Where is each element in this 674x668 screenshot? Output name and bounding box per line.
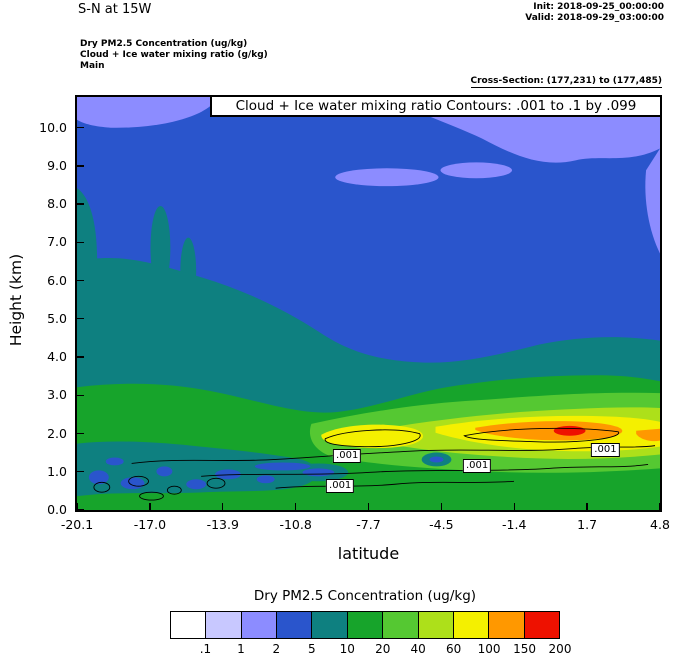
pm25-filled-contours — [77, 97, 660, 510]
colorbar-cell — [277, 612, 313, 638]
x-tick-label: 4.8 — [650, 517, 670, 532]
plot-area: Cloud + Ice water mixing ratio Contours:… — [75, 95, 662, 512]
x-tick-label: 1.7 — [577, 517, 598, 532]
init-valid-block: Init: 2018-09-25_00:00:00 Valid: 2018-09… — [525, 2, 664, 24]
x-tick-label: -7.7 — [356, 517, 381, 532]
cloud-ice-contour-lines — [93, 427, 656, 501]
y-tick-label: 7.0 — [47, 234, 67, 250]
colorbar-tick-label: 200 — [548, 642, 572, 656]
y-tick-label: 3.0 — [47, 387, 67, 403]
colorbar-cell — [489, 612, 525, 638]
valid-time-label: Valid: 2018-09-29_03:00:00 — [525, 13, 664, 23]
colorbar-tick-label: 20 — [375, 642, 391, 656]
y-tick-label: 8.0 — [47, 196, 67, 212]
colorbar-cell — [524, 612, 559, 638]
colorbar-tick-label: 1 — [237, 642, 245, 656]
x-tick-label: -1.4 — [502, 517, 527, 532]
colorbar-tick-label: 150 — [513, 642, 536, 656]
pm25-cross-section-field — [77, 97, 660, 510]
y-tick-label: 5.0 — [47, 310, 67, 326]
colorbar-cell — [453, 612, 490, 638]
contour-info-banner: Cloud + Ice water mixing ratio Contours:… — [210, 95, 662, 117]
field-domain-label: Main — [80, 61, 105, 71]
field-cloud-ice-label: Cloud + Ice water mixing ratio (g/kg) — [80, 50, 268, 60]
colorbar-cell — [347, 612, 384, 638]
y-axis-title: Height (km) — [7, 253, 25, 347]
colorbar-tick-label: 10 — [339, 642, 355, 656]
colorbar-cell — [383, 612, 419, 638]
colorbar-tick-label: 5 — [307, 642, 316, 656]
y-tick-label: 0.0 — [47, 502, 67, 517]
field-list: Dry PM2.5 Concentration (ug/kg) Cloud + … — [80, 39, 268, 72]
y-tick-label: 6.0 — [47, 272, 67, 288]
colorbar-tick-label: 2 — [272, 642, 281, 656]
colorbar-tick-label: 40 — [410, 642, 426, 656]
colorbar-cell — [206, 612, 242, 638]
x-tick-label: -17.0 — [133, 517, 167, 532]
x-tick-label: -20.1 — [60, 517, 94, 532]
x-tick-label: -10.8 — [279, 517, 312, 532]
colorbar-tick-label: .1 — [199, 642, 212, 656]
y-tick-label: 2.0 — [47, 425, 67, 441]
init-time-label: Init: 2018-09-25_00:00:00 — [533, 2, 664, 12]
colorbar — [170, 611, 560, 639]
colorbar-cell — [312, 612, 348, 638]
colorbar-tick-label: 100 — [477, 642, 501, 656]
colorbar-tick-label: 60 — [445, 642, 462, 656]
x-tick-label: -4.5 — [429, 517, 454, 532]
y-tick-label: 1.0 — [47, 463, 67, 479]
colorbar-cell — [418, 612, 454, 638]
colorbar-cell — [171, 612, 207, 638]
cross-section-label: Cross-Section: (177,231) to (177,485) — [470, 76, 662, 88]
colorbar-title: Dry PM2.5 Concentration (ug/kg) — [253, 588, 477, 604]
y-tick-label: 9.0 — [47, 157, 67, 173]
y-tick-label: 4.0 — [47, 349, 67, 365]
x-axis-title: latitude — [337, 544, 400, 563]
field-pm25-label: Dry PM2.5 Concentration (ug/kg) — [80, 39, 248, 49]
colorbar-cell — [241, 612, 278, 638]
x-tick-label: -13.9 — [206, 517, 239, 532]
y-tick-label: 10.0 — [39, 119, 67, 135]
page-title: S-N at 15W — [78, 2, 152, 17]
